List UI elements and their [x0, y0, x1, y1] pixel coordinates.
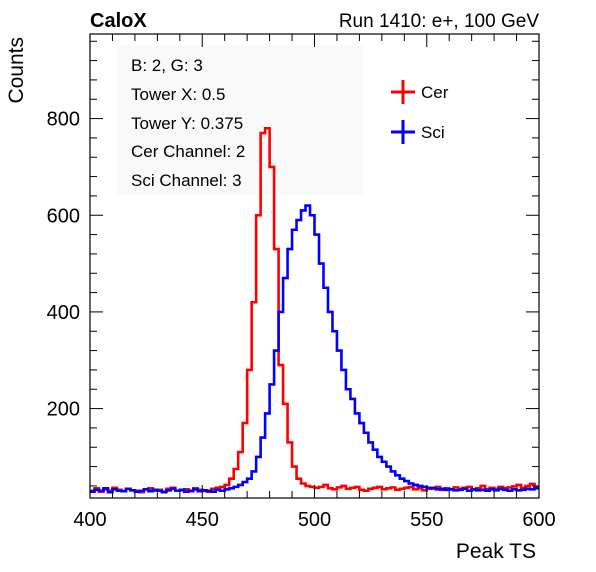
- series-sci-line: [90, 204, 539, 494]
- info-line-sci-channel: Sci Channel: 3: [131, 171, 242, 190]
- info-line-tower-y: Tower Y: 0.375: [131, 114, 243, 133]
- experiment-title: CaloX: [90, 10, 147, 32]
- y-tick-label: 200: [47, 399, 80, 421]
- y-tick-label: 400: [47, 302, 80, 324]
- y-axis-title: Counts: [5, 37, 28, 104]
- x-tick-label: 500: [298, 509, 331, 531]
- info-box-background: [118, 45, 362, 195]
- info-line-cer-channel: Cer Channel: 2: [131, 142, 245, 161]
- info-line-tower-x: Tower X: 0.5: [131, 85, 226, 104]
- x-tick-label: 400: [73, 509, 106, 531]
- ticks-layer: 400 450 500 550 600 200 400 600 800: [47, 34, 556, 531]
- x-tick-label: 450: [186, 509, 219, 531]
- legend: Cer Sci: [391, 80, 449, 144]
- x-tick-label: 600: [522, 509, 555, 531]
- run-title: Run 1410: e+, 100 GeV: [339, 11, 540, 32]
- y-tick-label: 800: [47, 109, 80, 131]
- y-tick-label: 600: [47, 205, 80, 227]
- legend-cer-label: Cer: [421, 83, 449, 102]
- x-tick-label: 550: [410, 509, 443, 531]
- x-axis-title: Peak TS: [456, 540, 536, 563]
- legend-sci-label: Sci: [421, 123, 445, 142]
- info-line-board-group: B: 2, G: 3: [131, 56, 203, 75]
